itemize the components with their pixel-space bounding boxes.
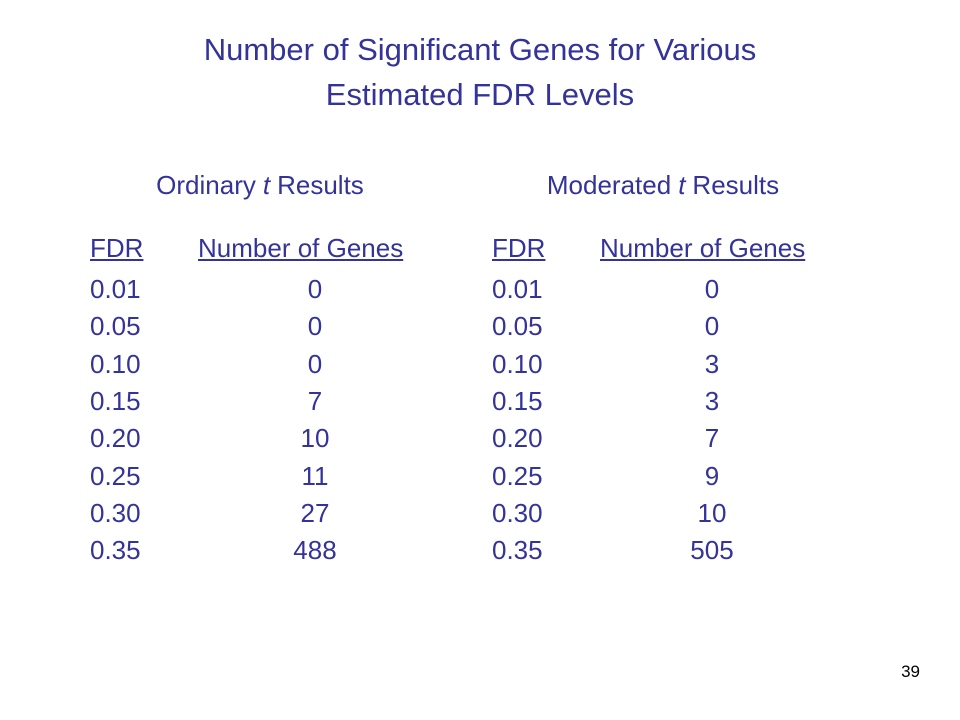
count-cell: 0 [307, 274, 323, 304]
fdr-cell: 0.01 [90, 274, 141, 304]
fdr-cell: 0.01 [492, 274, 543, 304]
title-line: Number of Significant Genes for Various [203, 32, 757, 67]
count-cell: 10 [697, 497, 727, 528]
title-line: Estimated FDR Levels [325, 77, 635, 112]
table-caption: Moderated t Results [483, 170, 843, 201]
header-cell: Number of Genes [600, 233, 806, 263]
count-cell: 505 [690, 535, 734, 566]
count-cell: 0 [704, 311, 720, 342]
fdr-cell: 0.10 [90, 348, 141, 379]
count-cell: 3 [704, 348, 720, 379]
fdr-cell: 0.35 [492, 535, 543, 566]
fdr-cell: 0.15 [492, 385, 543, 416]
fdr-cell: 0.05 [90, 311, 141, 342]
count-cell: 0 [307, 311, 323, 342]
caption-italic: t [678, 170, 686, 200]
fdr-cell: 0.25 [90, 460, 141, 491]
caption-text: Ordinary [156, 170, 256, 200]
count-cell: 0 [704, 274, 720, 304]
count-cell: 7 [704, 423, 720, 454]
header-cell: FDR [90, 233, 144, 263]
count-cell: 27 [300, 497, 330, 528]
fdr-cell: 0.20 [90, 423, 141, 454]
count-cell: 11 [301, 460, 329, 491]
caption-text: Results [277, 170, 364, 200]
table-caption: Ordinary t Results [80, 170, 440, 201]
fdr-cell: 0.35 [90, 535, 141, 566]
fdr-cell: 0.15 [90, 385, 141, 416]
fdr-cell: 0.30 [492, 497, 543, 528]
fdr-cell: 0.05 [492, 311, 543, 342]
count-cell: 488 [293, 535, 337, 566]
fdr-cell: 0.20 [492, 423, 543, 454]
count-cell: 10 [300, 423, 330, 454]
count-cell: 3 [704, 385, 720, 416]
fdr-cell: 0.10 [492, 348, 543, 379]
caption-italic: t [262, 170, 271, 200]
count-cell: 7 [307, 385, 323, 416]
count-cell: 9 [704, 460, 720, 491]
count-cell: 0 [307, 348, 323, 379]
caption-text: Results [692, 170, 780, 200]
header-cell: Number of Genes [198, 233, 404, 263]
page-number: 39 [901, 662, 920, 681]
fdr-cell: 0.30 [90, 497, 141, 528]
header-cell: FDR [492, 233, 546, 263]
fdr-cell: 0.25 [492, 460, 543, 491]
caption-text: Moderated [546, 170, 672, 200]
